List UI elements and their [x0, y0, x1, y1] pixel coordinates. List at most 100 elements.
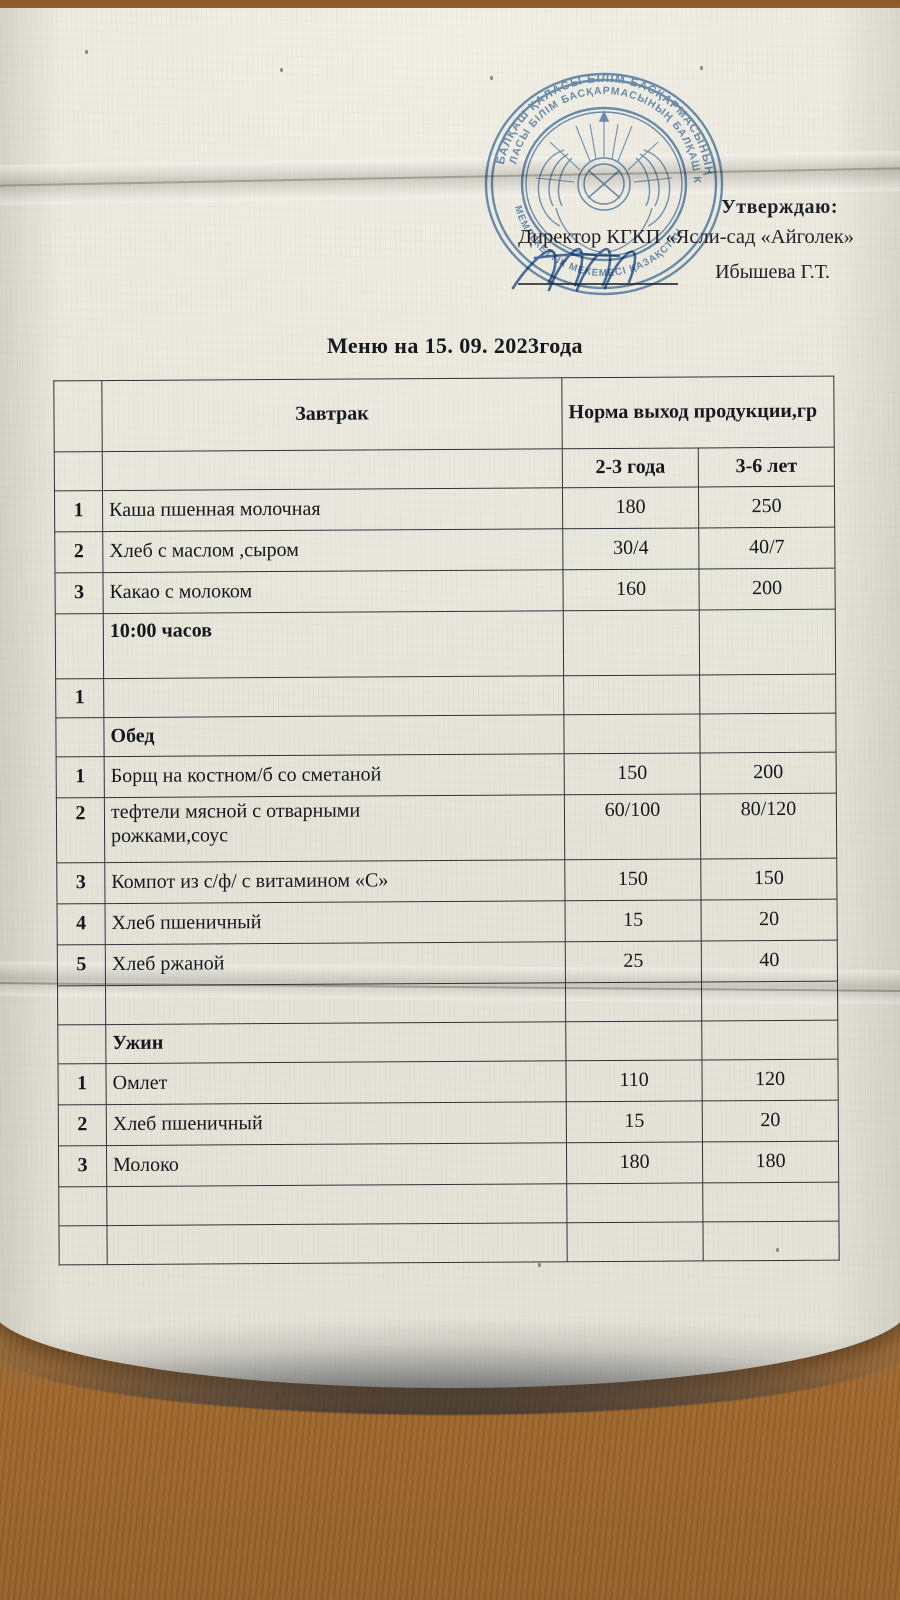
row-number: 1 — [54, 490, 103, 532]
section-header-row-snack: 10:00 часов — [55, 609, 836, 679]
row-dish-name: Хлеб пшеничный — [106, 1101, 567, 1146]
director-title-line: Директор КГКП «Ясли-сад «Айголек» — [518, 226, 854, 248]
table-header-row-ages: 2-3 года 3-6 лет — [54, 447, 835, 491]
director-signature — [505, 238, 685, 298]
paper-shadow-right — [830, 8, 900, 1388]
header-cell-age-1: 2-3 года — [562, 447, 699, 488]
approval-label: Утверждаю: — [721, 196, 838, 218]
section-title-snack: 10:00 часов — [103, 610, 564, 679]
row-dish-name — [106, 1183, 567, 1226]
section-value-age1 — [563, 713, 701, 754]
row-dish-name: Какао с молоком — [102, 569, 564, 614]
row-dish-name — [106, 1222, 568, 1265]
row-value-age1: 60/100 — [564, 793, 701, 860]
paper-speck — [700, 66, 703, 70]
row-dish-name: Компот из с/ф/ с витамином «С» — [104, 859, 565, 904]
table-row: 3 Компот из с/ф/ с витамином «С» 150 150 — [56, 858, 838, 904]
section-value-age2 — [701, 1020, 838, 1060]
header-cell-num-2 — [54, 451, 103, 491]
row-dish-name: Борщ на костном/б со сметаной — [104, 753, 565, 798]
row-value-age2 — [702, 1182, 839, 1222]
menu-table-body: Завтрак Норма выход продукции,гр 2-3 год… — [53, 376, 840, 1265]
table-row: 1 Омлет 110 120 — [57, 1059, 839, 1105]
paper-sheet — [0, 8, 900, 1388]
table-header-row-main: Завтрак Норма выход продукции,гр — [53, 376, 835, 452]
row-dish-name: тефтели мясной с отварными рожками,соус — [104, 794, 565, 863]
row-value-age1: 15 — [566, 1100, 703, 1143]
row-dish-name: Омлет — [105, 1060, 567, 1105]
section-value-age1 — [563, 609, 700, 676]
paper-speck — [538, 1263, 541, 1267]
row-number: 2 — [56, 797, 105, 863]
row-number: 3 — [58, 1145, 107, 1187]
row-number: 1 — [57, 1063, 107, 1105]
table-row: 2 тефтели мясной с отварными рожками,соу… — [56, 793, 837, 863]
row-value-age2: 150 — [700, 858, 838, 900]
row-value-age2: 80/120 — [700, 793, 837, 859]
table-row: 1 — [55, 674, 836, 718]
section-value-age2 — [699, 713, 837, 753]
director-name: Ибышева Г.Т. — [715, 261, 830, 283]
section-header-row-lunch: Обед — [55, 713, 837, 757]
signature-underline — [518, 283, 678, 285]
row-value-age1: 180 — [562, 486, 699, 529]
table-row: 3 Какао с молоком 160 200 — [54, 568, 836, 614]
header-cell-num — [53, 380, 103, 452]
table-row: 5 Хлеб ржаной 25 40 — [57, 940, 838, 986]
row-value-age2: 180 — [702, 1141, 839, 1183]
row-value-age1: 110 — [565, 1059, 703, 1102]
page-title: Меню на 15. 09. 2023года — [327, 333, 583, 358]
table-row-blank — [57, 981, 838, 1025]
paper-speck — [280, 68, 283, 72]
row-number: 1 — [56, 756, 105, 798]
official-stamp-icon: БАЛҚАШ ҚАЛАСЫ БІЛІМ БАСҚАРМАСЫНЫҢ БАЛҚАШ… — [462, 49, 740, 310]
row-dish-name-line1: тефтели мясной с отварными — [110, 799, 361, 824]
table-row: 1 Борщ на костном/б со сметаной 150 200 — [56, 752, 837, 798]
approval-header: Утверждаю: Директор КГКП «Ясли-сад «Айго… — [0, 196, 900, 284]
row-value-age1: 180 — [566, 1141, 703, 1184]
row-value-age1 — [563, 674, 700, 715]
table-row: 2 Хлеб с маслом ,сыром 30/4 40/7 — [54, 527, 835, 573]
table-row: 3 Молоко 180 180 — [58, 1141, 839, 1187]
header-cell-norm: Норма выход продукции,гр — [561, 376, 835, 449]
row-dish-name: Молоко — [106, 1142, 567, 1187]
row-dish-name: Хлеб с маслом ,сыром — [102, 528, 563, 573]
row-dish-name — [105, 982, 566, 1025]
row-value-age1: 150 — [564, 858, 701, 901]
row-dish-name: Хлеб ржаной — [105, 941, 566, 986]
row-value-age2: 120 — [701, 1059, 839, 1101]
row-number: 5 — [57, 944, 106, 986]
row-dish-name: Каша пшенная молочная — [102, 487, 563, 532]
section-title-lunch: Обед — [103, 714, 565, 757]
row-number: 3 — [54, 572, 104, 614]
row-value-age1: 15 — [564, 899, 702, 942]
section-title-dinner: Ужин — [105, 1021, 566, 1064]
row-value-age2 — [699, 674, 836, 714]
section-number-blank — [55, 613, 104, 679]
row-number: 2 — [58, 1104, 107, 1146]
row-value-age2: 200 — [700, 752, 837, 794]
table-row: 1 Каша пшенная молочная 180 250 — [54, 486, 835, 532]
row-value-age2: 200 — [698, 568, 836, 610]
row-value-age2 — [701, 981, 838, 1021]
row-value-age2 — [702, 1221, 840, 1261]
table-row-blank — [58, 1221, 840, 1265]
paper-bottom-shadow — [0, 1300, 900, 1415]
row-number: 2 — [54, 531, 103, 573]
row-number — [58, 1186, 107, 1226]
header-cell-breakfast: Завтрак — [101, 377, 563, 452]
paper-speck — [85, 50, 88, 54]
row-value-age1: 25 — [565, 940, 702, 983]
row-value-age1 — [566, 1182, 703, 1223]
section-number-blank — [55, 717, 105, 757]
row-value-age2: 40 — [701, 940, 838, 982]
paper-shadow-left — [0, 8, 60, 1388]
table-row-blank — [58, 1182, 839, 1226]
row-value-age1 — [565, 981, 702, 1022]
row-value-age1: 160 — [562, 568, 700, 611]
row-number — [58, 1225, 108, 1265]
row-value-age2: 40/7 — [698, 527, 835, 569]
row-number — [57, 985, 106, 1025]
menu-table: Завтрак Норма выход продукции,гр 2-3 год… — [53, 375, 840, 1266]
row-number: 4 — [57, 903, 106, 945]
